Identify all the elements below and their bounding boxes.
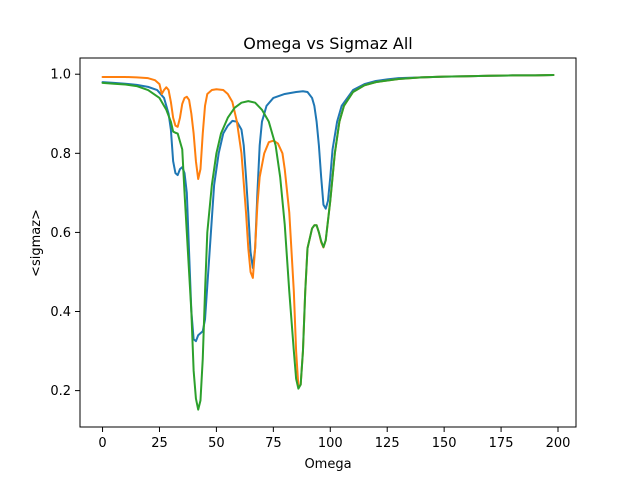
series-line-1 (101, 74, 555, 343)
x-axis-ticks: 0 25 50 75 100 125 150 175 200 (98, 427, 570, 451)
x-tick-label: 0 (98, 436, 106, 451)
x-tick-label: 100 (318, 436, 343, 451)
x-axis-label: Omega (304, 457, 351, 472)
y-axis-ticks: 0.2 0.4 0.6 0.8 1.0 (50, 68, 80, 399)
x-tick-label: 25 (151, 436, 168, 451)
y-tick-label: 1.0 (50, 68, 71, 83)
chart-title: Omega vs Sigmaz All (243, 34, 412, 53)
x-tick-label: 150 (432, 436, 457, 451)
x-tick-label: 125 (375, 436, 400, 451)
y-tick-label: 0.4 (50, 305, 71, 320)
series-line-3 (101, 74, 555, 411)
x-tick-label: 175 (489, 436, 514, 451)
y-tick-label: 0.2 (50, 384, 71, 399)
y-axis-label: <sigmaz> (29, 209, 44, 277)
y-tick-label: 0.8 (50, 147, 71, 162)
x-tick-label: 200 (546, 436, 571, 451)
x-tick-label: 50 (208, 436, 225, 451)
x-tick-label: 75 (265, 436, 282, 451)
y-tick-label: 0.6 (50, 226, 71, 241)
plot-frame (79, 57, 577, 428)
plot-lines (101, 74, 555, 411)
